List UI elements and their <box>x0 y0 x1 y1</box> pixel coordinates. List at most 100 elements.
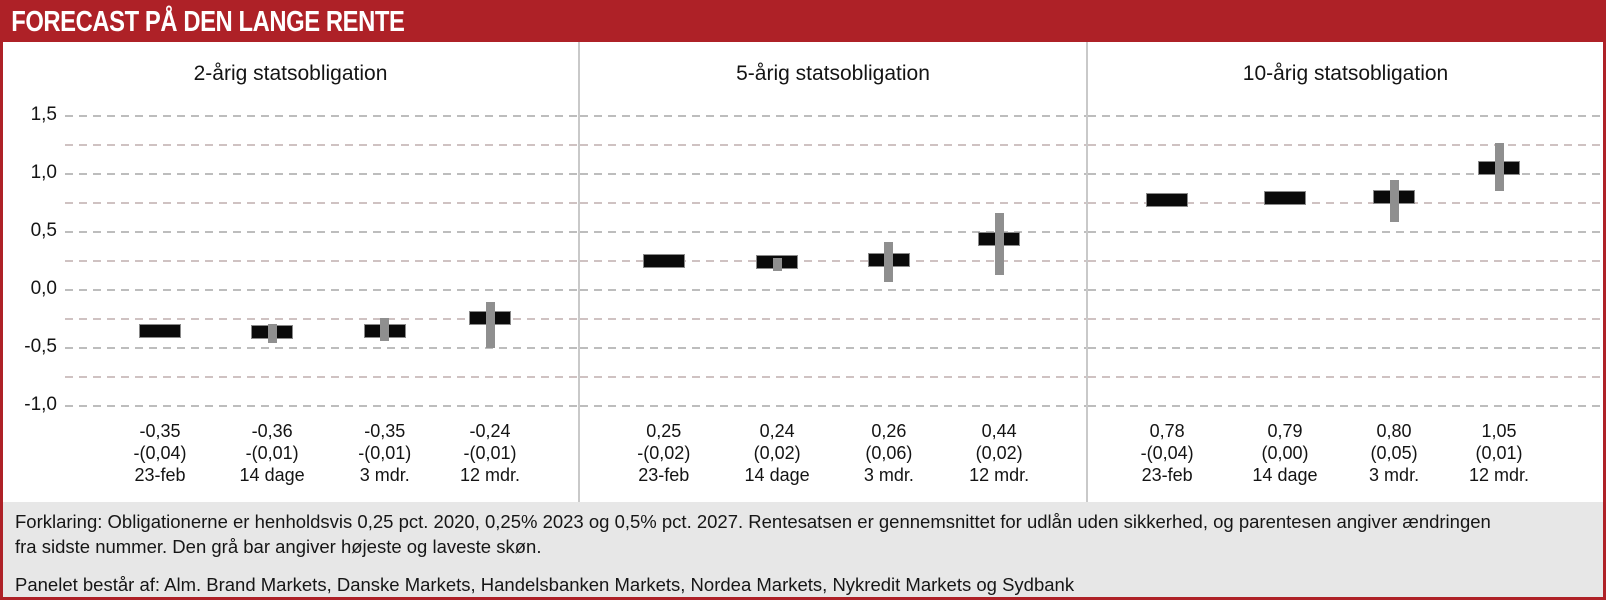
gridline <box>65 376 578 378</box>
change-label: (0,06) <box>865 443 913 463</box>
card-header: FORECAST PÅ DEN LANGE RENTE <box>3 3 1603 42</box>
range-whisker <box>884 242 894 282</box>
gridline <box>580 260 1086 262</box>
gridline <box>1088 115 1603 117</box>
gridline <box>65 289 578 291</box>
range-whisker <box>994 213 1004 275</box>
x-label: 0,79 (0,00) 14 dage <box>1220 420 1350 486</box>
y-axis-tick-label: 1,0 <box>30 162 57 183</box>
change-label: -(0,04) <box>1140 443 1194 463</box>
gridline <box>1088 231 1603 233</box>
x-label: 1,05 (0,01) 12 mdr. <box>1434 420 1564 486</box>
change-label: (0,00) <box>1261 443 1309 463</box>
panel-1: 2-årig statsobligation 1,5 1,0 0,5 0,0 -0,5 -1… <box>3 42 578 502</box>
value-label: 1,05 <box>1481 421 1517 441</box>
value-label: -0,35 <box>139 421 181 441</box>
gridline <box>1088 289 1603 291</box>
gridline <box>580 202 1086 204</box>
gridline <box>65 231 578 233</box>
gridline <box>580 347 1086 349</box>
y-axis-tick-label: 0,0 <box>30 278 57 299</box>
period-label: 12 mdr. <box>460 465 521 485</box>
gridline <box>1088 173 1603 175</box>
value-label: -0,35 <box>364 421 406 441</box>
x-label: -0,35 -(0,04) 23-feb <box>95 420 225 486</box>
value-label: 0,44 <box>981 421 1017 441</box>
range-whisker <box>380 317 390 342</box>
x-label: 0,80 (0,05) 3 mdr. <box>1329 420 1459 486</box>
panel-title: 10-årig statsobligation <box>1242 62 1449 85</box>
value-label: 0,80 <box>1376 421 1412 441</box>
forecast-bar <box>642 254 685 268</box>
gridline <box>1088 347 1603 349</box>
change-label: -(0,01) <box>463 443 517 463</box>
gridline <box>580 376 1086 378</box>
gridline <box>65 173 578 175</box>
y-axis-tick-label: -1,0 <box>24 394 57 415</box>
change-label: (0,02) <box>753 443 801 463</box>
x-label: 0,78 -(0,04) 23-feb <box>1102 420 1232 486</box>
period-label: 12 mdr. <box>969 465 1030 485</box>
period-label: 14 dage <box>239 465 305 485</box>
gridline <box>580 405 1086 407</box>
range-whisker <box>772 257 782 272</box>
range-whisker <box>485 301 495 348</box>
gridline <box>65 260 578 262</box>
change-label: -(0,02) <box>637 443 691 463</box>
gridline <box>65 115 578 117</box>
gridline <box>65 202 578 204</box>
value-label: 0,26 <box>871 421 907 441</box>
gridline <box>65 318 578 320</box>
change-label: (0,02) <box>975 443 1023 463</box>
forecast-bar <box>138 323 181 338</box>
period-label: 23-feb <box>1141 465 1193 485</box>
period-label: 3 mdr. <box>359 465 410 485</box>
x-label: 0,26 (0,06) 3 mdr. <box>824 420 954 486</box>
y-axis-tick-label: -0,5 <box>24 336 57 357</box>
y-axis-tick-label: 1,5 <box>30 104 57 125</box>
page-title: FORECAST PÅ DEN LANGE RENTE <box>11 6 405 38</box>
panel-2: 5-årig statsobligation 0,25 -(0,02) 23-feb 0… <box>578 42 1086 502</box>
x-label: -0,36 -(0,01) 14 dage <box>207 420 337 486</box>
footnote-box: Forklaring: Obligationerne er henholdsvi… <box>3 502 1603 597</box>
gridline <box>65 144 578 146</box>
change-label: -(0,04) <box>133 443 187 463</box>
period-label: 3 mdr. <box>1369 465 1420 485</box>
value-label: 0,78 <box>1149 421 1185 441</box>
value-label: 0,24 <box>759 421 795 441</box>
x-label: 0,24 (0,02) 14 dage <box>712 420 842 486</box>
gridline <box>1088 405 1603 407</box>
forecast-bar <box>1146 192 1189 207</box>
footnote-explanation-line1: Forklaring: Obligationerne er henholdsvi… <box>15 511 1491 532</box>
value-label: 0,25 <box>646 421 682 441</box>
gridline <box>580 318 1086 320</box>
y-axis-tick-label: 0,5 <box>30 220 57 241</box>
x-label: -0,24 -(0,01) 12 mdr. <box>425 420 555 486</box>
gridline <box>580 289 1086 291</box>
gridline <box>580 231 1086 233</box>
gridline <box>1088 376 1603 378</box>
value-label: -0,24 <box>469 421 511 441</box>
chart-area: 2-årig statsobligation 1,5 1,0 0,5 0,0 -0,5 -1… <box>3 42 1603 502</box>
gridline <box>580 173 1086 175</box>
period-label: 14 dage <box>1252 465 1318 485</box>
gridline <box>580 115 1086 117</box>
forecast-bar <box>1263 191 1306 206</box>
gridline <box>1088 202 1603 204</box>
panel-title: 2-årig statsobligation <box>193 62 388 85</box>
gridline <box>1088 260 1603 262</box>
footnote-panel-members: Panelet består af: Alm. Brand Markets, D… <box>15 574 1075 595</box>
range-whisker <box>1494 142 1504 192</box>
period-label: 12 mdr. <box>1468 465 1530 485</box>
period-label: 23-feb <box>638 465 690 485</box>
range-whisker <box>1389 179 1399 222</box>
footnote-explanation-line2: fra sidste nummer. Den grå bar angiver h… <box>15 536 542 557</box>
change-label: (0,01) <box>1475 443 1523 463</box>
change-label: -(0,01) <box>245 443 299 463</box>
period-label: 23-feb <box>134 465 186 485</box>
gridline <box>65 405 578 407</box>
range-whisker <box>267 323 277 344</box>
x-label: 0,44 (0,02) 12 mdr. <box>934 420 1064 486</box>
change-label: -(0,01) <box>358 443 412 463</box>
